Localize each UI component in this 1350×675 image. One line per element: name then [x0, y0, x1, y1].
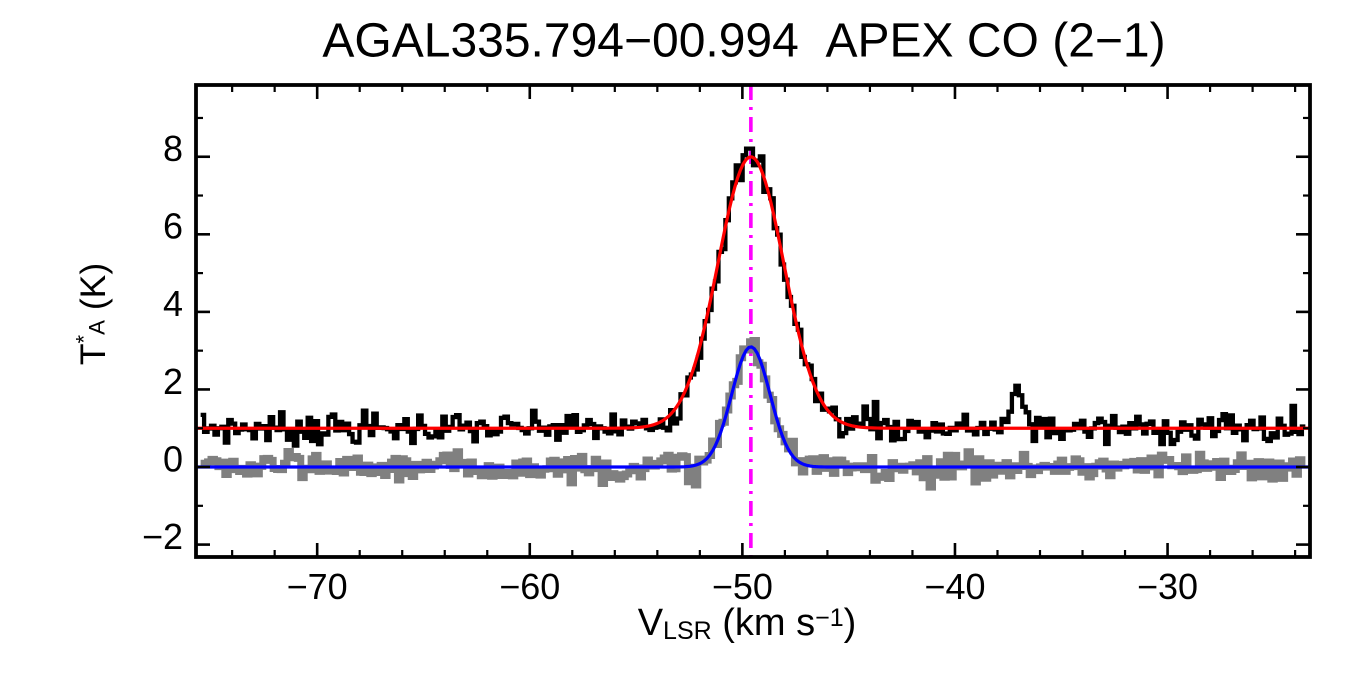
- svg-text:T*A (K): T*A (K): [71, 263, 112, 365]
- svg-text:8: 8: [163, 128, 183, 169]
- svg-text:−30: −30: [1137, 566, 1198, 607]
- svg-text:AGAL335.794−00.994 APEX CO (2: AGAL335.794−00.994 APEX CO (2−1): [322, 14, 1165, 67]
- svg-text:−40: −40: [924, 566, 985, 607]
- svg-text:0: 0: [163, 438, 183, 479]
- svg-text:−2: −2: [142, 516, 183, 557]
- svg-text:6: 6: [163, 206, 183, 247]
- svg-text:4: 4: [163, 283, 183, 324]
- svg-text:−70: −70: [287, 566, 348, 607]
- svg-text:−60: −60: [499, 566, 560, 607]
- svg-text:2: 2: [163, 361, 183, 402]
- svg-text:−50: −50: [712, 566, 773, 607]
